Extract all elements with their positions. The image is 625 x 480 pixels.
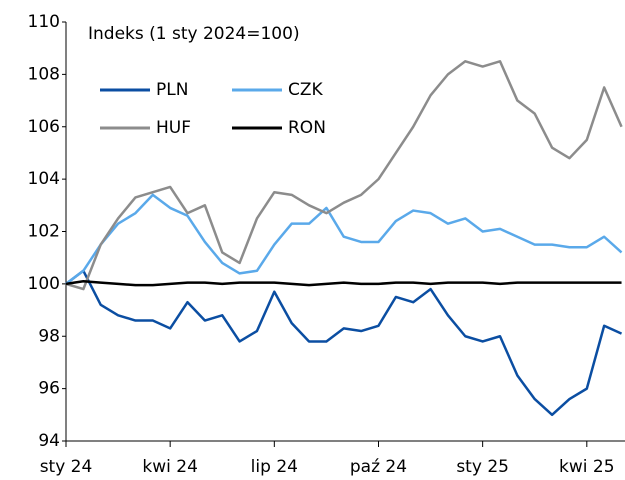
series-line — [65, 280, 622, 287]
x-tick-label: lip 24 — [251, 457, 298, 477]
y-tick-label: 100 — [28, 274, 60, 294]
y-tick-label: 96 — [38, 379, 60, 399]
y-tick-label: 98 — [38, 326, 60, 346]
chart-title: Indeks (1 sty 2024=100) — [88, 24, 300, 44]
x-tick-label: sty 24 — [40, 457, 93, 477]
y-tick-label: 104 — [28, 169, 60, 189]
series-line — [65, 60, 623, 291]
y-tick-label: 102 — [28, 222, 60, 242]
y-tick-label: 108 — [28, 64, 60, 84]
x-tick-label: paź 24 — [350, 457, 407, 477]
y-tick-label: 94 — [38, 431, 60, 451]
y-tick-label: 106 — [28, 117, 60, 137]
series-line — [65, 269, 623, 417]
legend-label: RON — [288, 118, 326, 138]
x-tick-label: kwi 24 — [142, 457, 198, 477]
series-line — [65, 193, 623, 285]
legend-label: CZK — [288, 80, 324, 100]
legend-label: PLN — [156, 80, 188, 100]
y-tick-label: 110 — [28, 12, 60, 32]
x-tick-label: kwi 25 — [559, 457, 615, 477]
legend-label: HUF — [156, 118, 191, 138]
x-tick-label: sty 25 — [456, 457, 509, 477]
